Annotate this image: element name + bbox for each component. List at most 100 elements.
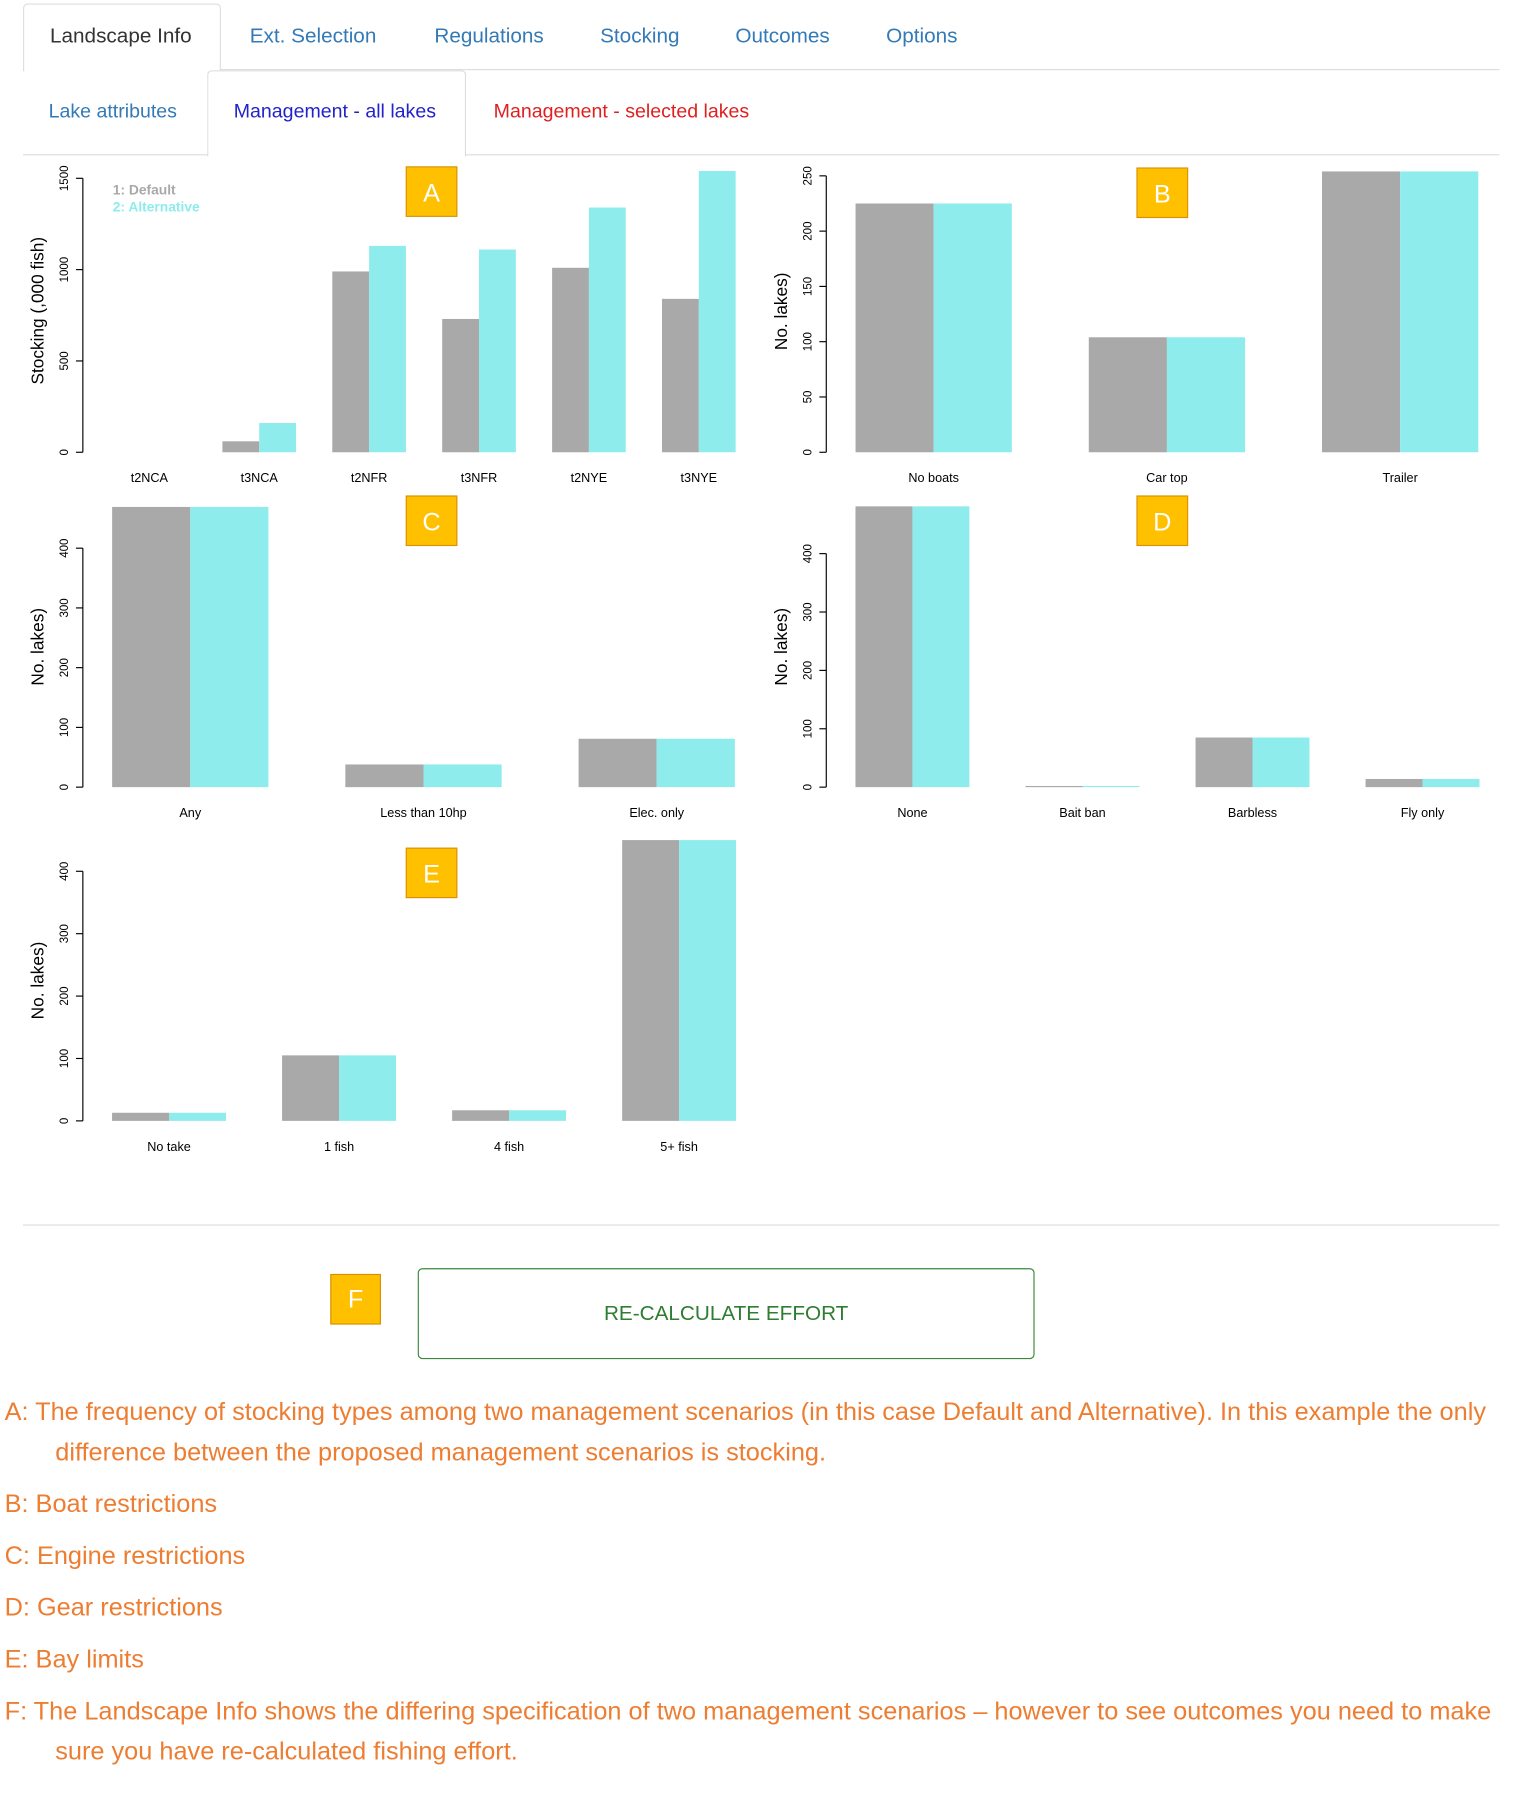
bar (855, 506, 913, 788)
bar (112, 1112, 170, 1121)
bar (679, 840, 737, 1121)
tab[interactable]: Stocking (600, 24, 680, 48)
bar (339, 1055, 397, 1121)
y-tick-label: 250 (802, 166, 814, 185)
bar (423, 764, 502, 788)
y-tick-label: 500 (59, 351, 71, 370)
caption: F: The Landscape Info shows the differin… (4, 1696, 1492, 1766)
marker: D (1153, 509, 1171, 537)
y-tick-label: 100 (802, 332, 814, 351)
y-axis-label: No. lakes) (771, 272, 791, 350)
tab[interactable]: Ext. Selection (249, 24, 377, 48)
y-tick-label: 1000 (59, 257, 71, 283)
bar (912, 506, 970, 788)
caption: A: The frequency of stocking types among… (4, 1397, 1487, 1467)
bar (222, 441, 260, 453)
bar (1252, 737, 1310, 788)
y-tick-label: 300 (59, 598, 71, 617)
x-tick-label: t2NYE (571, 471, 608, 485)
caption: B: Boat restrictions (4, 1489, 218, 1518)
y-tick-label: 400 (802, 544, 814, 563)
y-tick-label: 400 (59, 862, 71, 881)
bar (855, 203, 934, 453)
bar (552, 267, 589, 453)
x-tick-label: t2NFR (351, 471, 388, 485)
bar (112, 506, 191, 788)
x-tick-label: t2NCA (131, 471, 169, 485)
caption: D: Gear restrictions (4, 1592, 223, 1622)
tab[interactable]: Regulations (434, 24, 544, 48)
bar (509, 1110, 567, 1121)
y-tick-label: 150 (802, 277, 814, 296)
bar (1082, 785, 1140, 788)
bar (1195, 737, 1253, 788)
bar (1400, 171, 1479, 453)
x-tick-label: Barbless (1228, 806, 1277, 820)
y-axis-label: Stocking (,000 fish) (28, 237, 48, 385)
bar (1025, 785, 1083, 788)
caption: C: Engine restrictions (4, 1540, 246, 1570)
marker-box (1136, 495, 1189, 547)
y-tick-label: 0 (59, 784, 71, 790)
marker: C (422, 509, 440, 537)
subtab[interactable]: Management - all lakes (233, 100, 437, 122)
bar (190, 506, 269, 788)
y-axis-label: No. lakes) (771, 608, 791, 686)
y-tick-label: 0 (802, 784, 814, 790)
x-tick-label: Fly only (1401, 806, 1445, 820)
bar (452, 1110, 510, 1121)
bar (259, 423, 297, 453)
marker-box (405, 847, 458, 899)
x-tick-label: No take (147, 1140, 191, 1154)
x-tick-label: Trailer (1382, 471, 1417, 485)
bar (282, 1055, 340, 1121)
subtab[interactable]: Management - selected lakes (493, 100, 750, 122)
x-tick-label: No boats (908, 471, 959, 485)
y-tick-label: 300 (59, 924, 71, 943)
y-tick-label: 300 (802, 602, 814, 621)
bar (698, 170, 736, 453)
marker-box (405, 166, 458, 217)
y-axis-label: No. lakes) (28, 942, 48, 1020)
tab[interactable]: Outcomes (735, 24, 830, 48)
bar (1422, 778, 1480, 788)
bar (479, 249, 516, 453)
tab[interactable]: Options (886, 24, 958, 48)
y-tick-label: 200 (59, 986, 71, 1005)
legend-label: 2: Alternative (113, 200, 200, 215)
x-tick-label: Less than 10hp (380, 806, 466, 820)
x-tick-label: t3NCA (241, 471, 279, 485)
subtab[interactable]: Lake attributes (48, 100, 177, 122)
y-tick-label: 50 (802, 391, 814, 404)
y-tick-label: 100 (802, 719, 814, 738)
active-subtab (207, 70, 467, 157)
x-tick-label: t3NFR (461, 471, 498, 485)
marker-box (405, 495, 458, 547)
bar (369, 245, 406, 453)
y-tick-label: 400 (59, 539, 71, 558)
tab[interactable]: Landscape Info (49, 24, 192, 48)
x-tick-label: 5+ fish (660, 1140, 698, 1154)
marker: E (423, 861, 440, 889)
x-tick-label: 4 fish (494, 1140, 524, 1154)
y-tick-label: 0 (802, 449, 814, 455)
y-tick-label: 1500 (59, 166, 71, 192)
x-tick-label: Any (179, 806, 201, 820)
x-tick-label: None (897, 806, 927, 820)
bar (1365, 778, 1423, 788)
marker: A (423, 179, 440, 207)
legend-label: 1: Default (113, 182, 176, 197)
bar (656, 738, 735, 788)
recalculate-button[interactable]: RE-CALCULATE EFFORT (417, 1268, 1035, 1360)
bar (622, 840, 680, 1121)
bar (442, 318, 480, 453)
x-tick-label: Bait ban (1059, 806, 1105, 820)
bar (578, 738, 657, 788)
y-axis-label: No. lakes) (28, 608, 48, 686)
y-tick-label: 200 (802, 222, 814, 241)
marker: B (1154, 181, 1171, 209)
bar (1322, 171, 1401, 453)
subtab-border (23, 154, 1500, 156)
